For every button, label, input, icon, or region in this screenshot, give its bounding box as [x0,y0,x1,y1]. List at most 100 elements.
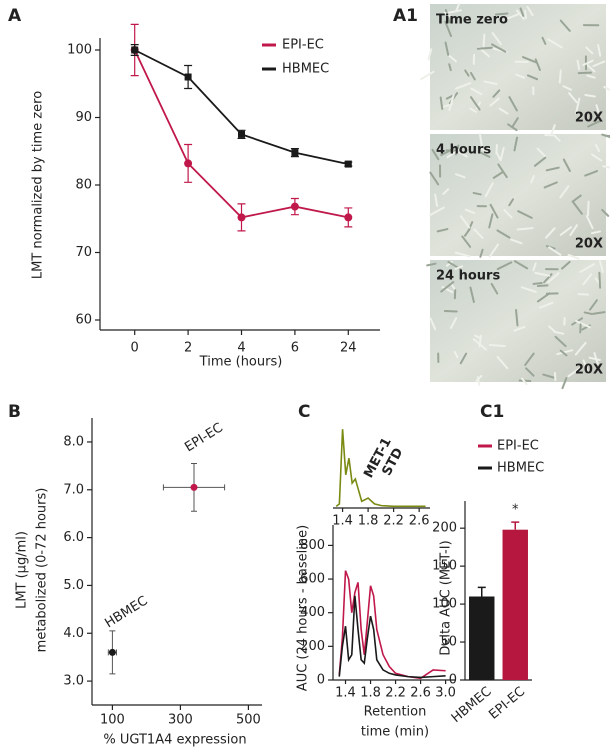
cell-texture [445,94,454,100]
cell-texture [559,19,571,32]
marker [290,202,299,211]
cell-texture [470,87,483,96]
y-tick-label: 0 [317,673,325,688]
cell-texture [598,271,602,289]
cell-texture [520,286,537,293]
cell-texture [443,11,454,19]
cell-texture [595,104,600,113]
annotation: * [512,503,519,518]
cell-texture [491,32,502,46]
cell-texture [589,299,598,311]
cell-texture [561,377,568,390]
x-tick-label: 2.6 [410,686,431,701]
cell-texture [521,377,528,386]
x-tick-label: 300 [168,713,193,728]
cell-texture [553,134,561,142]
cell-texture [483,80,498,85]
cell-texture [538,301,554,309]
point-label: HBMEC [102,594,150,632]
cell-texture [582,359,590,375]
cell-texture [461,235,472,248]
cell-texture [454,265,464,271]
x-tick-label: 100 [100,713,125,728]
point [108,648,116,656]
cell-texture [513,325,526,332]
y-axis-label: Delta AUC (MET-I) [439,540,454,655]
micrograph-label: 24 hours [436,269,500,284]
cell-texture [524,352,535,366]
cell-texture [459,352,468,365]
x-axis-label: % UGT1A4 expression [103,733,246,748]
bar [469,596,495,680]
cell-texture [499,147,505,162]
bar [502,529,528,680]
cell-texture [574,341,587,356]
cell-texture [488,243,499,258]
legend-label: EPI-EC [497,439,539,454]
cell-texture [515,73,526,79]
x-tick-label: 1.8 [358,514,379,529]
cell-texture [582,273,593,286]
cell-texture [449,317,458,330]
x-tick-label: 2.2 [385,686,406,701]
cell-texture [567,367,581,378]
cell-texture [515,309,519,327]
y-axis-label: LMT normalized by time zero [31,91,46,279]
cell-texture [585,214,594,230]
cell-texture [482,33,486,48]
cell-texture [591,311,606,315]
cell-texture [521,56,538,64]
marker [344,213,353,222]
y-axis-label: AUC (24 hours - baseline) [296,525,311,691]
cell-texture [598,259,604,273]
x-tick-label: EPI-EC [486,684,528,722]
cell-texture [556,349,574,356]
cell-texture [476,376,481,386]
y-tick-label: 600 [300,572,325,587]
cell-texture [426,262,437,267]
cell-texture [586,74,596,79]
cell-texture [593,352,599,365]
cell-texture [559,226,573,236]
cell-texture [548,246,562,256]
cell-texture [429,206,445,217]
cell-texture [489,97,500,107]
cell-texture [536,147,547,158]
cell-texture [543,181,558,189]
x-axis-label: time (min) [361,725,429,740]
cell-texture [513,260,529,270]
micrograph-label: Time zero [436,13,508,28]
y-tick-label: 3.0 [63,674,84,689]
cell-texture [494,12,509,16]
cell-texture [587,119,602,128]
cell-texture [469,286,475,303]
cell-texture [454,82,472,90]
cell-texture [441,286,454,294]
legend-label: HBMEC [282,62,329,77]
y-tick-label: 70 [75,245,92,260]
panel-label: C1 [480,402,504,422]
y-tick-label: 7.0 [63,482,84,497]
magnification: 20X [575,363,603,378]
error-bar [511,521,520,530]
x-tick-label: 3.0 [435,686,456,701]
cell-texture [484,182,494,198]
x-tick-label: 24 [340,341,357,356]
cell-texture [429,317,437,331]
cell-texture [590,230,602,235]
marker [184,159,193,168]
cell-texture [444,20,453,37]
y-tick-label: 200 [432,521,457,536]
cell-texture [469,96,481,111]
marker [184,73,192,81]
cell-texture [568,92,578,104]
cell-texture [576,59,581,71]
cell-texture [567,253,580,260]
cell-texture [458,151,468,158]
cell-texture [454,251,471,258]
cell-texture [534,271,551,277]
cell-texture [492,89,501,98]
cell-texture [575,97,581,115]
marker [237,213,246,222]
